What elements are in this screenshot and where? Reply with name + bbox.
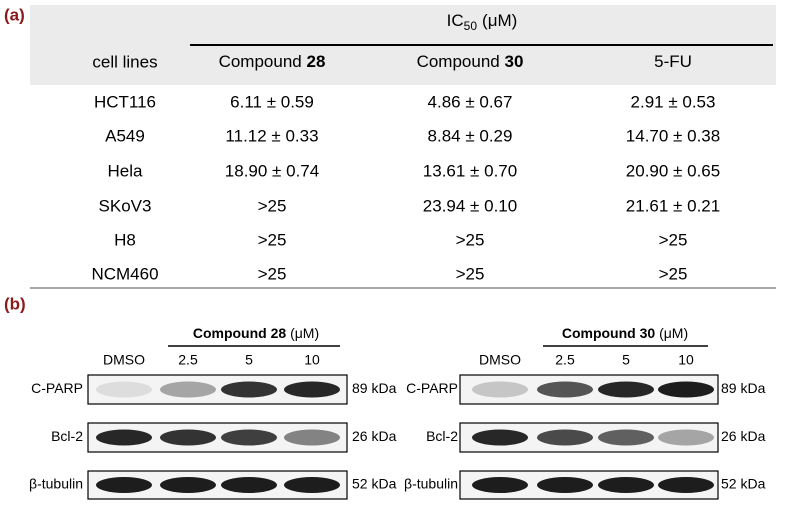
cell-value: 11.12 ± 0.33 (225, 126, 318, 145)
band (537, 477, 593, 493)
band (221, 429, 277, 446)
band (160, 429, 216, 446)
band (472, 381, 528, 398)
band (658, 477, 714, 493)
column-prefix: Compound (219, 52, 302, 71)
ic-unit: (μM) (482, 11, 517, 30)
band (160, 381, 216, 398)
cell-value: >25 (659, 230, 688, 249)
band-size: 89 kDa (721, 380, 766, 396)
panel-label: (a) (4, 5, 25, 24)
band-name: C-PARP (406, 380, 458, 396)
cell-line: HCT116 (94, 92, 156, 111)
lane-label: 10 (304, 352, 320, 368)
cell-value: 13.61 ± 0.70 (423, 161, 517, 180)
band (221, 477, 277, 493)
band (472, 477, 528, 493)
cell-value: 14.70 ± 0.38 (626, 126, 720, 145)
ic-sub: 50 (464, 19, 478, 33)
cell-value: >25 (456, 264, 485, 283)
lane-label: 10 (678, 352, 694, 368)
cell-value: >25 (258, 264, 287, 283)
cell-value: 8.84 ± 0.29 (428, 126, 513, 145)
ic: IC (447, 11, 464, 30)
group-unit: (μM) (290, 325, 319, 341)
band (658, 381, 714, 398)
cell-line: Hela (108, 161, 144, 180)
column-header: Compound 30 (417, 52, 524, 71)
cell-value: 18.90 ± 0.74 (225, 161, 319, 180)
cell-value: >25 (258, 230, 287, 249)
band (537, 381, 593, 398)
lane-label: 2.5 (555, 352, 575, 368)
group-label: Compound 28 (μM) (193, 325, 319, 341)
column-prefix: 5-FU (654, 52, 692, 71)
lane-label: DMSO (103, 352, 145, 368)
column-header: 5-FU (654, 52, 692, 71)
band (160, 477, 216, 493)
band-size: 52 kDa (352, 476, 397, 492)
band-name: Bcl-2 (426, 428, 458, 444)
band-name: β-tubulin (404, 476, 458, 492)
band (284, 477, 340, 493)
cell-value: 20.90 ± 0.65 (626, 161, 720, 180)
group-bold: Compound 30 (562, 325, 656, 341)
band-name: Bcl-2 (51, 428, 83, 444)
band (598, 477, 654, 493)
band-size: 89 kDa (352, 380, 397, 396)
cell-value: 21.61 ± 0.21 (626, 196, 720, 215)
band-size: 26 kDa (721, 428, 766, 444)
cell-line: SKoV3 (99, 196, 152, 215)
band-name: β-tubulin (29, 476, 83, 492)
band (284, 429, 340, 446)
group-unit: (μM) (659, 325, 688, 341)
band (598, 429, 654, 446)
column-bold: 30 (504, 52, 523, 71)
cell-value: >25 (258, 196, 287, 215)
cell-value: >25 (456, 230, 485, 249)
cell-value: 23.94 ± 0.10 (423, 196, 517, 215)
cell-line: A549 (105, 126, 145, 145)
band-name: C-PARP (31, 380, 83, 396)
band (96, 477, 152, 493)
band-size: 52 kDa (721, 476, 766, 492)
group-label: Compound 30 (μM) (562, 325, 688, 341)
cell-value: >25 (659, 264, 688, 283)
cell-line: H8 (114, 230, 136, 249)
group-header: IC50 (μM) (447, 11, 518, 33)
column-header: Compound 28 (219, 52, 326, 71)
band-size: 26 kDa (352, 428, 397, 444)
column-prefix: Compound (417, 52, 500, 71)
cell-value: 2.91 ± 0.53 (631, 92, 716, 111)
column-bold: 28 (306, 52, 325, 71)
lane-label: 5 (622, 352, 630, 368)
band (472, 429, 528, 446)
lane-label: 2.5 (178, 352, 198, 368)
band (96, 429, 152, 446)
cell-value: 6.11 ± 0.59 (230, 92, 314, 111)
cell-value: 4.86 ± 0.67 (428, 92, 513, 111)
panel-label: (b) (4, 294, 26, 313)
band (537, 429, 593, 446)
lane-label: DMSO (479, 352, 521, 368)
band (284, 381, 340, 398)
lane-label: 5 (245, 352, 253, 368)
band (221, 381, 277, 398)
band (598, 381, 654, 398)
group-bold: Compound 28 (193, 325, 287, 341)
band (96, 381, 152, 398)
row-header: cell lines (92, 52, 157, 71)
band (658, 429, 714, 446)
cell-line: NCM460 (91, 264, 158, 283)
